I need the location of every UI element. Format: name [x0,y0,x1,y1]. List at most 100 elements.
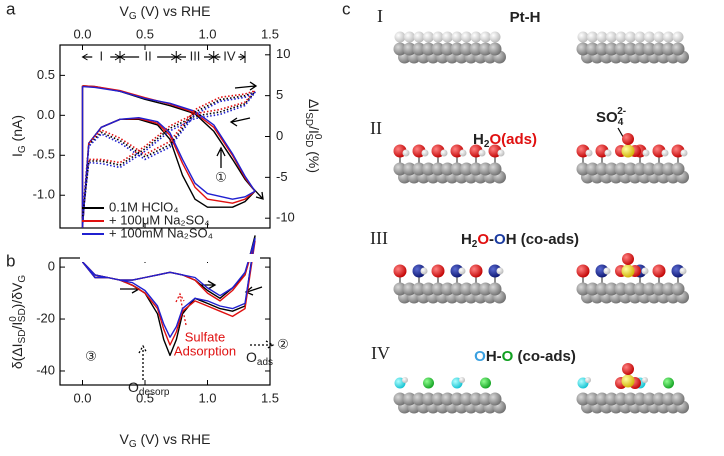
atom [603,267,611,275]
atom [412,392,426,406]
x-tick-label: 0.0 [73,390,91,405]
atom [441,282,454,296]
y-tick-label: -0.5 [33,147,55,162]
atom [586,392,599,406]
x-tick-label: 0.5 [136,390,154,405]
atom [614,42,628,56]
atom [621,264,635,278]
atom [671,392,685,406]
atom [662,392,675,406]
annotation: ① [215,169,227,184]
x-tick-label: 1.0 [198,390,216,405]
atom [469,264,483,278]
atom [662,162,675,176]
atom [488,264,502,278]
y-tick-label: 0.5 [37,67,55,82]
atom [585,377,591,383]
y2-tick-label: -5 [276,169,288,184]
atom [624,282,637,296]
panel-label: b [6,251,15,270]
y-tick-label: -40 [36,362,55,377]
y2-axis-label: ΔISD/I0SD (%) [303,99,323,173]
atom [489,31,501,43]
row-title: Pt-H [510,9,541,26]
atom [671,42,685,56]
region-label: II [145,48,152,63]
region-label-bg [220,50,239,64]
atom [595,42,609,56]
atom [422,162,435,176]
atom [587,31,598,43]
atom [394,31,406,43]
atom [393,162,407,176]
region-label: III [190,48,201,63]
atom [622,253,634,265]
atom [586,162,599,176]
panel-label: a [6,0,16,18]
atom [412,282,426,296]
ion-label: SO42- [596,106,626,128]
atom [460,42,473,56]
atom [470,31,482,43]
atom [423,31,434,43]
atom [450,264,464,278]
atom [576,282,590,296]
region-label-bg [92,50,111,64]
y-axis-label: δ(ΔISD/I0SD)/δVG [8,275,28,370]
atom [652,162,666,176]
atom [634,31,646,43]
atom [614,392,628,406]
arrows [120,81,275,380]
atom [404,31,415,43]
atom [641,267,649,275]
atom [450,162,464,176]
y2-tick-label: 0 [276,128,283,143]
region-label-bg [139,50,158,64]
atom [606,31,617,43]
row-numeral: I [377,6,383,26]
atom [576,162,590,176]
atom [431,162,445,176]
row-numeral: IV [371,343,390,363]
atom [422,282,435,296]
atom [460,162,473,176]
atom [488,162,502,176]
atom [595,282,609,296]
atom [451,31,463,43]
legend-label: + 100μM Na₂SO₄ [109,212,210,227]
atom [624,162,637,176]
atom [431,42,445,56]
row-title: OH-O (co-ads) [474,348,576,365]
atom [663,377,674,389]
annotation: Odesorp [128,379,170,398]
x-tick-label: 1.5 [261,26,279,41]
atom [403,392,416,406]
row-numeral: III [370,228,388,248]
atom [412,42,426,56]
atom [413,31,425,43]
row-numeral: II [370,118,382,138]
y-axis-label: IG (nA) [9,115,28,157]
panel-label: c [342,0,351,18]
atom [605,392,618,406]
region-label: I [99,48,103,63]
atom [412,264,426,278]
atom [422,42,435,56]
atom [440,149,448,157]
x-tick-label: 1.5 [261,390,279,405]
atom [460,282,473,296]
atom [441,392,454,406]
atom [624,42,637,56]
atom [671,264,685,278]
atom [605,282,618,296]
atom [662,42,675,56]
atom [621,374,635,388]
atom [496,267,504,275]
atom [642,377,648,383]
x-tick-label: 0.5 [136,26,154,41]
x-tick-label: 0.0 [73,26,91,41]
atom [595,392,609,406]
atom [393,392,407,406]
atom [469,392,483,406]
